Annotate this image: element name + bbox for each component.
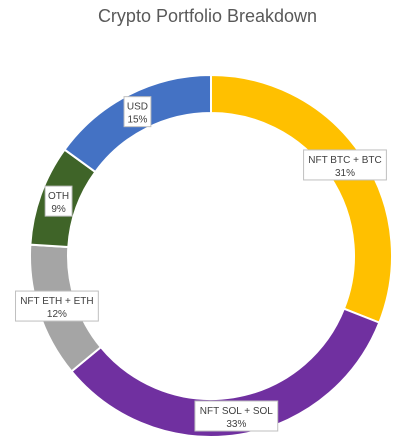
slices-group (29, 73, 393, 438)
data-label-category: NFT SOL + SOL (200, 406, 274, 417)
data-label-percent: 12% (47, 309, 67, 320)
slice-nft-btc-btc (210, 73, 393, 324)
data-label-oth: OTH 9% (44, 185, 73, 217)
data-label-box (15, 290, 99, 322)
data-label-category: NFT BTC + BTC (308, 155, 381, 166)
data-label-box (44, 185, 73, 217)
chart-title: Crypto Portfolio Breakdown (97, 6, 318, 26)
data-label-box (194, 400, 279, 432)
labels-group: NFT BTC + BTC 31% NFT SOL + SOL 33% NFT ETH … (15, 96, 387, 432)
data-label-nft-sol-sol: NFT SOL + SOL 33% (194, 400, 279, 432)
data-label-percent: 33% (226, 419, 246, 430)
data-label-category: OTH (48, 191, 69, 202)
data-label-category: USD (127, 102, 148, 113)
data-label-nft-btc-btc: NFT BTC + BTC 31% (303, 149, 387, 181)
data-label-percent: 15% (127, 115, 147, 126)
data-label-percent: 31% (335, 168, 355, 179)
data-label-percent: 9% (51, 204, 66, 215)
data-label-box (123, 96, 152, 128)
data-label-box (303, 149, 387, 181)
data-label-category: NFT ETH + ETH (20, 296, 93, 307)
data-label-usd: USD 15% (123, 96, 152, 128)
data-label-nft-eth-eth: NFT ETH + ETH 12% (15, 290, 99, 322)
